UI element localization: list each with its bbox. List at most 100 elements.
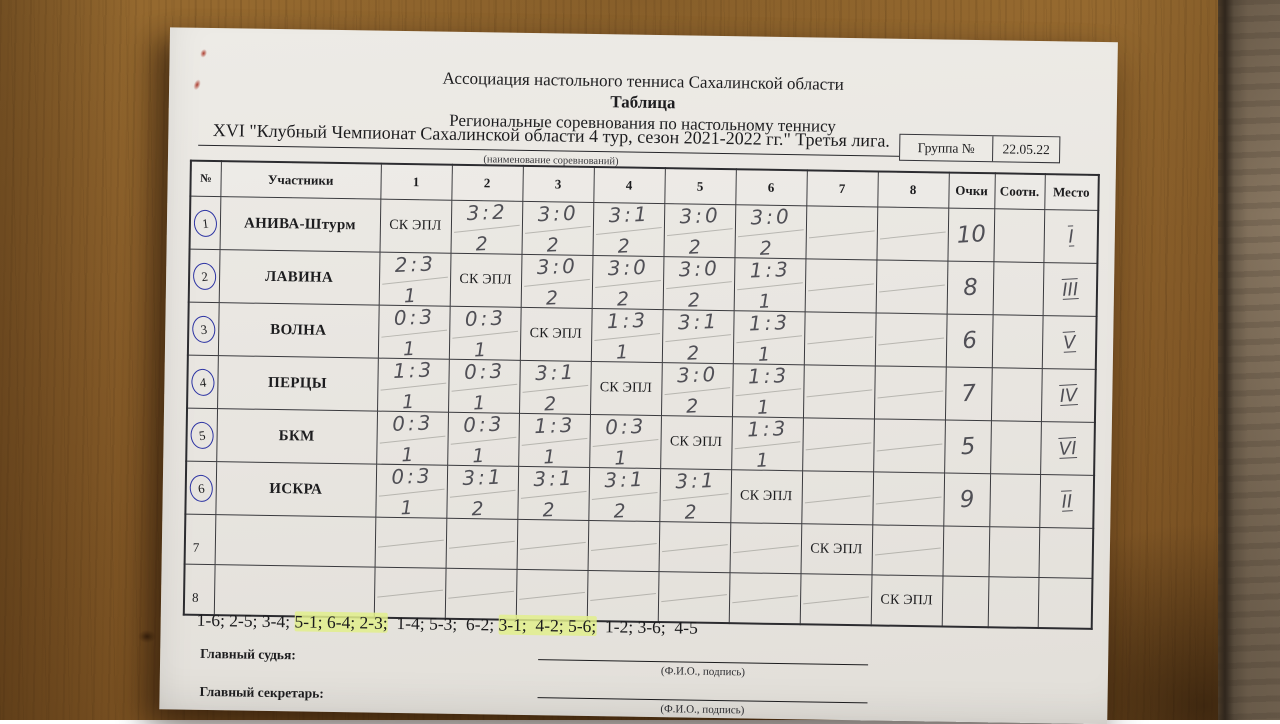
secretary-label: Главный секретарь: bbox=[199, 683, 324, 701]
match-result-cell: 3:0 2 bbox=[521, 201, 594, 257]
schedule-segment: 1-6; 2-5; 3-4; bbox=[196, 609, 295, 632]
place-cell: I bbox=[1043, 209, 1099, 264]
row-number-circled: 3 bbox=[190, 314, 217, 344]
self-match-cell: СК ЭПЛ bbox=[730, 469, 803, 524]
self-cell-label: СК ЭПЛ bbox=[810, 540, 863, 557]
match-score: 3:1 bbox=[461, 464, 504, 491]
match-result-cell: 3:1 2 bbox=[661, 309, 734, 365]
match-result-cell: 0:3 1 bbox=[448, 305, 521, 361]
empty-match-cell bbox=[875, 259, 948, 315]
match-result-cell: 3:1 2 bbox=[592, 202, 665, 258]
row-number-cell: 4 bbox=[187, 355, 218, 409]
self-cell-label: СК ЭПЛ bbox=[739, 488, 793, 505]
place-cell: VI bbox=[1040, 421, 1095, 476]
empty-match-cell bbox=[373, 567, 446, 619]
ratio-cell bbox=[990, 367, 1042, 422]
row-number-cell: 7 bbox=[184, 514, 216, 565]
place-value: VI bbox=[1057, 437, 1077, 460]
match-score: 0:3 bbox=[390, 463, 433, 489]
self-cell-label: СК ЭПЛ bbox=[599, 380, 653, 396]
match-result-cell: 0:3 1 bbox=[377, 304, 450, 360]
self-match-cell: СК ЭПЛ bbox=[589, 361, 662, 416]
empty-match-cell bbox=[871, 524, 944, 577]
participant-name: ПЕРЦЫ bbox=[267, 374, 327, 392]
empty-match-cell bbox=[586, 570, 659, 623]
judge-signature-block: (Ф.И.О., подпись) bbox=[538, 645, 869, 680]
col-header-2: 2 bbox=[451, 164, 523, 202]
paper-sheet: Ассоциация настольного тенниса Сахалинск… bbox=[159, 27, 1118, 724]
match-score: 0:3 bbox=[604, 413, 647, 440]
match-score: 3:0 bbox=[678, 202, 721, 229]
match-result-cell: 1:3 1 bbox=[518, 413, 590, 469]
self-match-cell: СК ЭПЛ bbox=[800, 523, 873, 575]
match-score: 3:2 bbox=[465, 199, 508, 226]
match-result-cell: 1:3 1 bbox=[590, 307, 663, 364]
empty-match-cell bbox=[729, 522, 802, 574]
empty-match-cell bbox=[802, 417, 874, 472]
self-cell-label: СК ЭПЛ bbox=[880, 592, 933, 608]
participant-cell bbox=[214, 514, 376, 568]
place-cell bbox=[1038, 527, 1094, 579]
row-number-cell: 1 bbox=[189, 196, 221, 250]
points-cell: 8 bbox=[946, 261, 994, 315]
self-cell-label: СК ЭПЛ bbox=[669, 434, 723, 451]
match-result-cell: 1:3 1 bbox=[732, 310, 805, 366]
col-header-ratio: Соотн. bbox=[994, 173, 1045, 210]
place-value bbox=[1037, 577, 1092, 629]
judge-signature-row: Главный судья: (Ф.И.О., подпись) bbox=[200, 640, 869, 680]
match-result-cell: 3:0 2 bbox=[660, 362, 733, 418]
place-value: IV bbox=[1058, 384, 1078, 407]
points-cell bbox=[941, 576, 989, 628]
place-cell: IV bbox=[1040, 368, 1096, 423]
results-table: № Участники 1 2 3 4 5 6 7 8 Очки Соотн. … bbox=[182, 159, 1100, 630]
place-cell: V bbox=[1041, 315, 1097, 370]
wood-knot bbox=[138, 630, 156, 643]
match-score: 2:3 bbox=[393, 251, 436, 277]
ratio-cell bbox=[990, 420, 1041, 475]
col-header-6: 6 bbox=[735, 169, 807, 206]
red-pen-mark bbox=[197, 46, 210, 60]
match-result-cell: 3:1 2 bbox=[588, 467, 661, 523]
participant-cell: ЛАВИНА bbox=[218, 249, 380, 306]
empty-match-cell bbox=[728, 572, 801, 625]
self-match-cell: СК ЭПЛ bbox=[519, 307, 592, 362]
points-value: 9 bbox=[958, 486, 975, 514]
group-date-value: 22.05.22 bbox=[1002, 140, 1050, 157]
participant-name: ВОЛНА bbox=[270, 321, 327, 339]
ratio-cell bbox=[987, 576, 1039, 629]
col-header-points: Очки bbox=[948, 172, 995, 209]
match-result-cell: 3:1 2 bbox=[659, 467, 732, 524]
empty-match-cell bbox=[802, 364, 875, 419]
match-score: 1:3 bbox=[392, 357, 435, 383]
match-score: 3:1 bbox=[534, 359, 577, 386]
empty-match-cell bbox=[801, 470, 874, 525]
empty-match-cell bbox=[516, 519, 589, 571]
row-number-circled: 4 bbox=[189, 367, 216, 397]
empty-match-cell bbox=[874, 312, 947, 368]
match-result-cell: 0:3 1 bbox=[375, 463, 448, 519]
match-score: 3:0 bbox=[535, 253, 578, 280]
points-cell: 9 bbox=[943, 473, 991, 527]
empty-match-cell bbox=[876, 206, 949, 262]
match-result-cell: 1:3 1 bbox=[731, 363, 804, 419]
match-score: 3:0 bbox=[677, 255, 720, 282]
points-cell: 5 bbox=[944, 420, 991, 474]
match-score: 1:3 bbox=[605, 307, 648, 334]
col-header-number: № bbox=[190, 160, 221, 197]
empty-match-cell bbox=[658, 521, 731, 573]
group-box: Группа № 22.05.22 bbox=[899, 133, 1061, 164]
results-table-body: 1 АНИВА-Штурм СК ЭПЛ 3:2 2 3:0 2 3:1 2 3:0 2 3:0 2 10… bbox=[183, 196, 1099, 629]
match-score: 0:3 bbox=[463, 305, 507, 332]
match-score: 3:1 bbox=[674, 467, 717, 494]
schedule-segment: 5-1; 6-4; 2-3; bbox=[294, 611, 388, 633]
points-value: 5 bbox=[959, 433, 976, 461]
match-score: 0:3 bbox=[392, 304, 436, 330]
match-score: 0:3 bbox=[391, 410, 434, 436]
match-result-cell: 2:3 1 bbox=[378, 251, 451, 307]
ratio-cell bbox=[989, 473, 1041, 528]
col-header-participants: Участники bbox=[220, 161, 381, 200]
self-match-cell: СК ЭПЛ bbox=[379, 199, 452, 254]
match-score: 1:3 bbox=[747, 310, 790, 336]
match-score: 1:3 bbox=[747, 363, 790, 389]
match-result-cell: 0:3 1 bbox=[448, 359, 520, 414]
